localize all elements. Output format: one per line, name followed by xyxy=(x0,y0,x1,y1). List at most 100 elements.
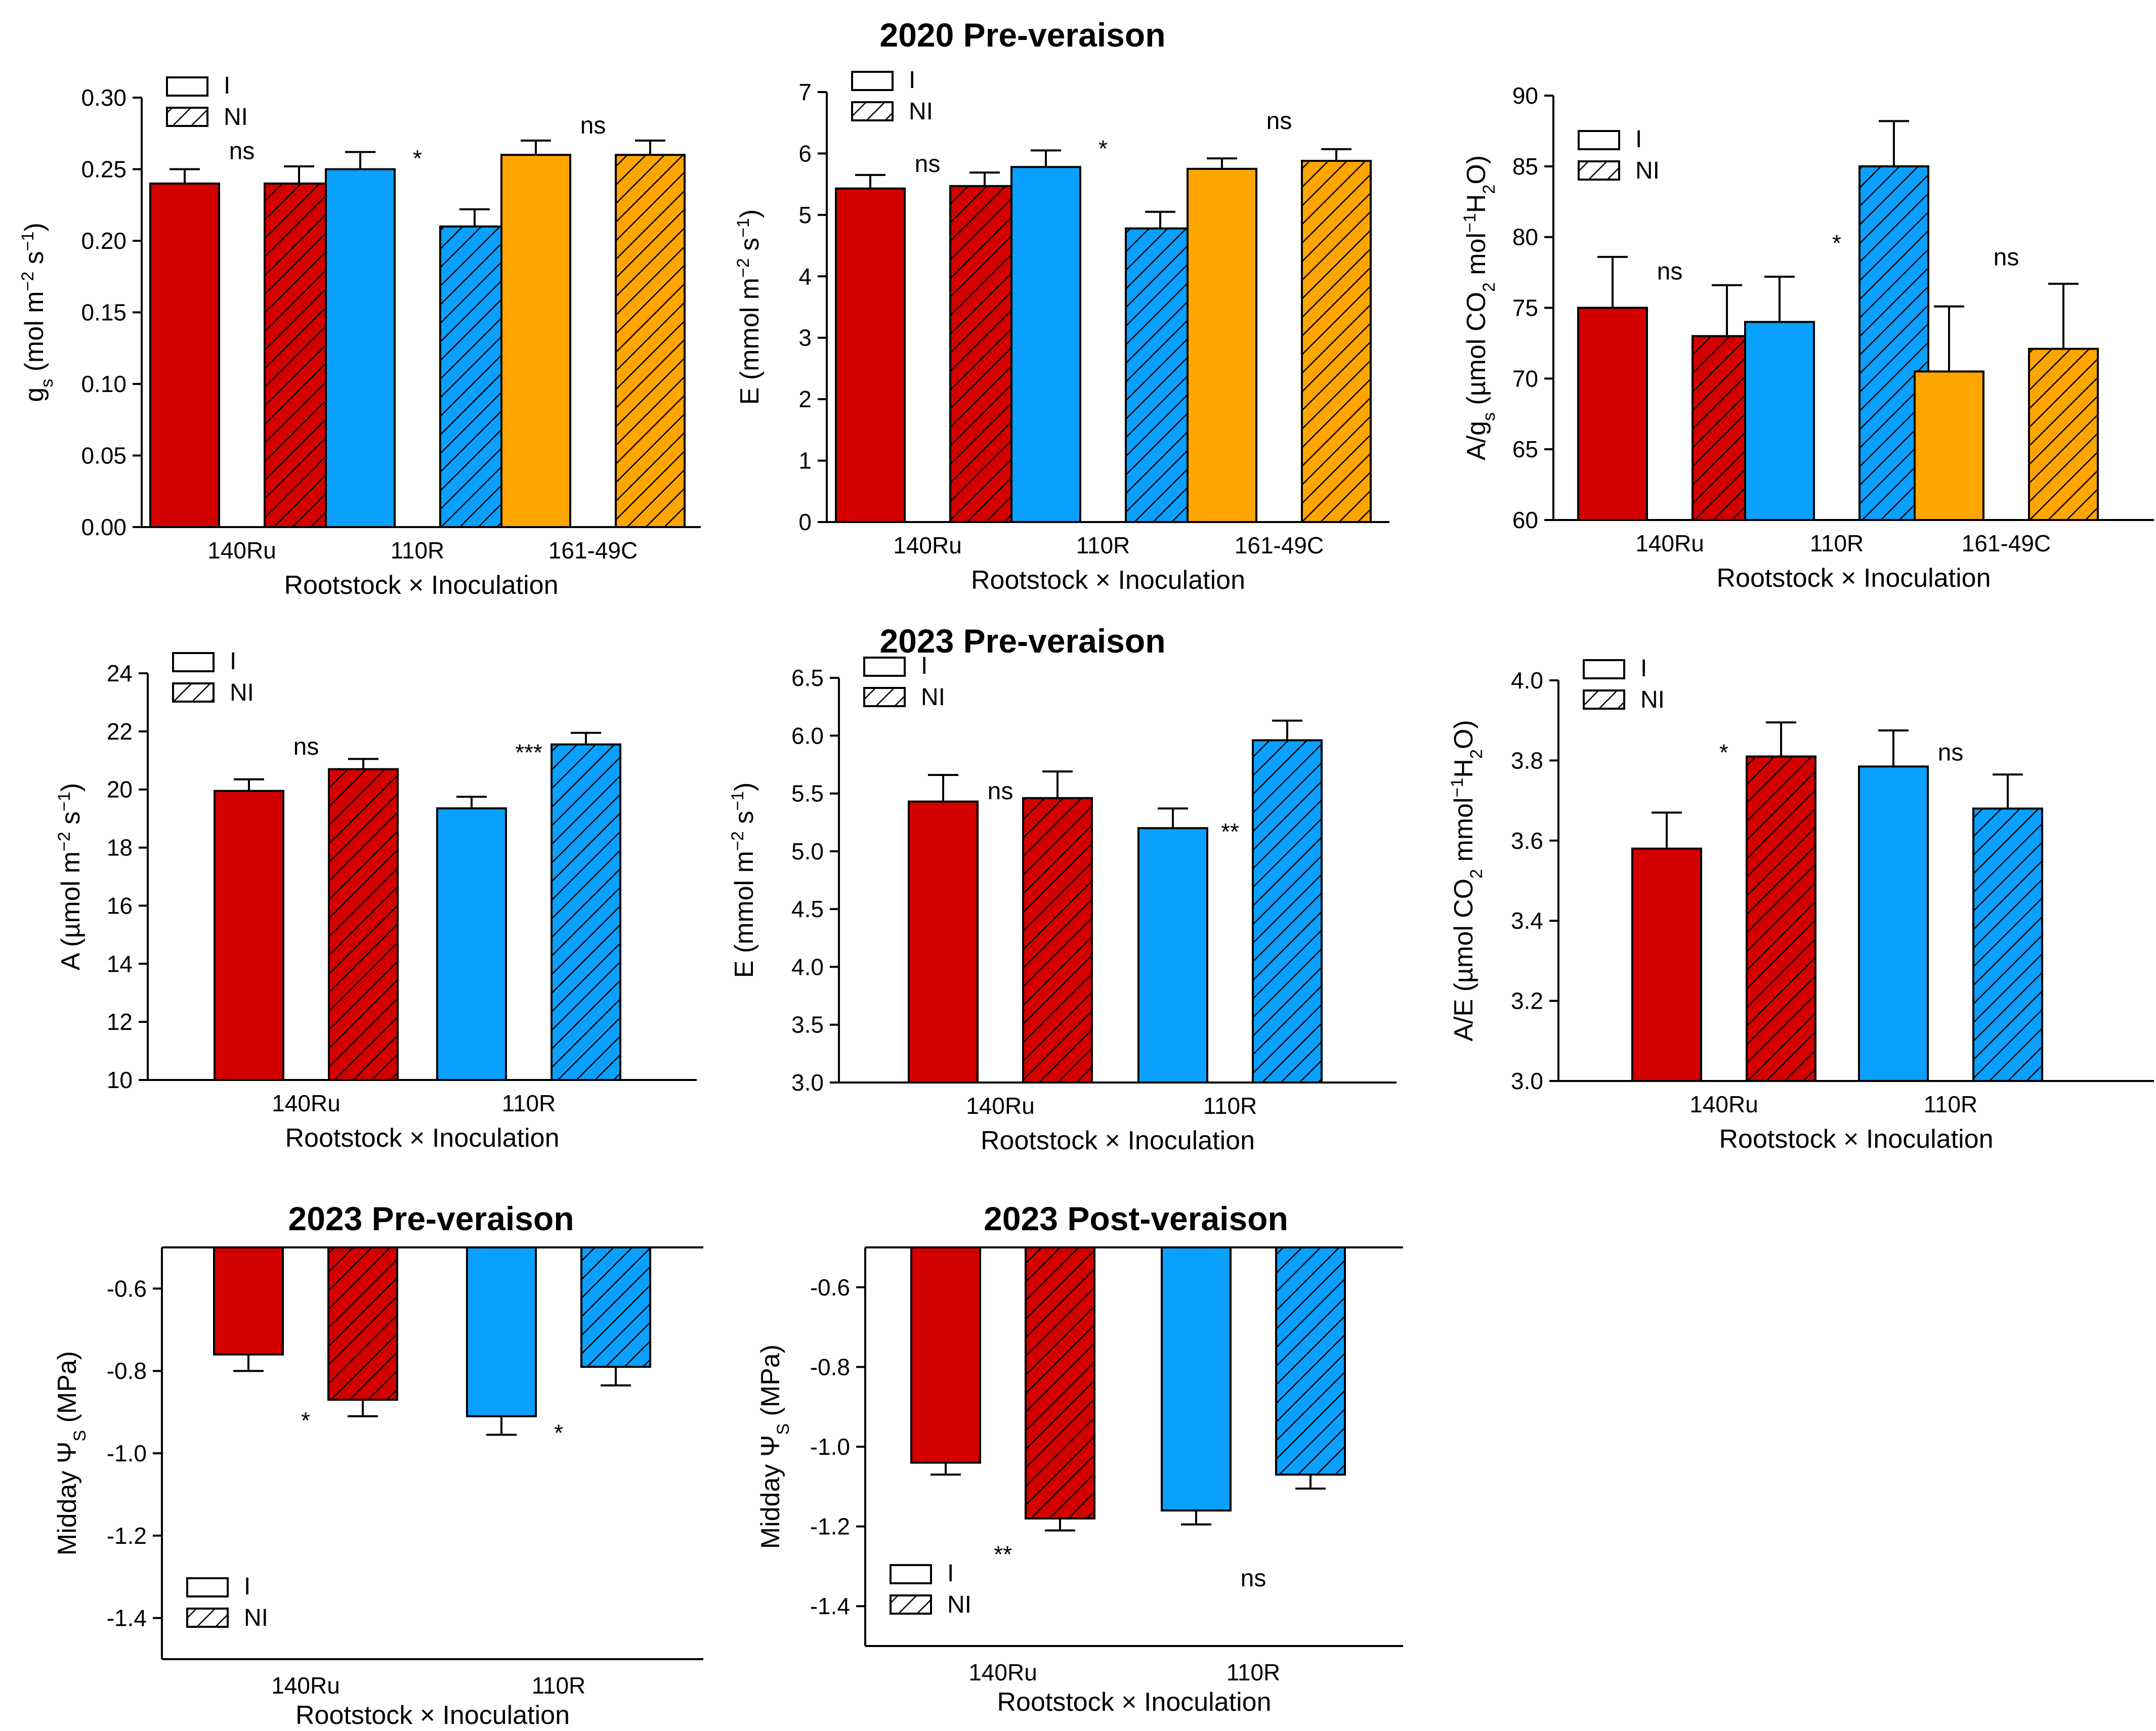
y-tick-label: 85 xyxy=(1512,153,1538,180)
y-tick-label: 5 xyxy=(798,202,812,228)
x-tick-label: 110R xyxy=(1076,532,1130,558)
legend-label-ni: NI xyxy=(244,1605,268,1631)
y-tick-label: 6 xyxy=(798,140,812,166)
y-tick-label: 3.5 xyxy=(791,1012,824,1038)
bar-140ru-i xyxy=(835,187,906,523)
significance-label: ns xyxy=(293,733,319,760)
bar-140ru-ni xyxy=(1025,1246,1095,1520)
legend-swatch-ni xyxy=(863,687,906,707)
y-tick-label: 3.4 xyxy=(1511,907,1543,934)
y-tick-label: 0.30 xyxy=(81,84,126,111)
bar-110r-ni xyxy=(1972,807,2043,1082)
chart-ags2020: 60 65 70 75 80 85 90 140Ru 110R 161-49C Rootstock … xyxy=(1460,82,2154,593)
y-tick-label: 0.15 xyxy=(81,299,126,326)
significance-label: ns xyxy=(580,112,606,139)
x-tick-label: 140Ru xyxy=(207,537,276,564)
significance-label: ns xyxy=(1657,258,1683,285)
y-tick-label: 4.0 xyxy=(791,954,824,980)
y-tick-label: 3.2 xyxy=(1511,988,1543,1014)
x-axis-label: Rootstock × Inoculation xyxy=(1717,564,1991,593)
y-axis-label: gs (mol m−2 s−1) xyxy=(18,223,57,402)
section-title-2023-pre-psi: 2023 Pre-veraison xyxy=(288,1200,574,1237)
bar-110r-i xyxy=(1161,1246,1232,1512)
x-tick-label: 140Ru xyxy=(966,1093,1035,1119)
x-tick-label: 140Ru xyxy=(968,1659,1037,1685)
x-tick-label: 110R xyxy=(532,1672,586,1699)
significance-label: * xyxy=(413,145,422,171)
significance-label: * xyxy=(1832,230,1841,256)
legend: I NI xyxy=(890,1560,971,1618)
y-axis-label: A/gs (µmol CO2 mol−1H2O) xyxy=(1460,155,1499,460)
y-tick-label: 4.0 xyxy=(1511,667,1543,694)
y-tick-label: 3.6 xyxy=(1511,828,1543,854)
chart-gs2020: 0.00 0.05 0.10 0.15 0.20 0.25 0.30 140Ru 110R 161… xyxy=(18,72,701,600)
y-axis-label: E (mmol m−2 s−1) xyxy=(728,783,759,978)
y-tick-label: 60 xyxy=(1512,507,1538,533)
legend-label-i: I xyxy=(947,1560,954,1587)
x-axis-label: Rootstock × Inoculation xyxy=(285,1123,560,1153)
legend-swatch-i xyxy=(1583,659,1625,679)
y-axis-label: A/E (µmol CO2 mmol−1H2O) xyxy=(1448,720,1486,1041)
significance-label: * xyxy=(301,1407,310,1434)
y-tick-label: 22 xyxy=(107,718,133,745)
legend: I NI xyxy=(172,648,254,706)
legend-label-i: I xyxy=(224,72,230,99)
x-tick-label: 161-49C xyxy=(1962,530,2051,556)
legend-swatch-ni xyxy=(890,1594,932,1615)
legend-swatch-ni xyxy=(186,1608,229,1628)
bar-161-49c-ni xyxy=(615,154,686,528)
bar-161-49c-ni xyxy=(2028,348,2099,521)
legend: I NI xyxy=(863,653,945,711)
legend-swatch-i xyxy=(186,1577,229,1597)
y-tick-label: 24 xyxy=(107,660,133,686)
bar-140ru-ni xyxy=(264,182,334,528)
y-tick-label: 65 xyxy=(1512,436,1538,462)
bar-140ru-i xyxy=(149,182,220,528)
legend-label-i: I xyxy=(909,67,915,94)
legend-swatch-ni xyxy=(1578,160,1620,181)
y-tick-label: 5.0 xyxy=(791,838,824,864)
y-axis-label: A (µmol m−2 s−1) xyxy=(55,783,86,970)
legend: I NI xyxy=(1583,655,1665,713)
chart-a2023: 10 12 14 16 18 20 22 24 140Ru 110R Rootstock × Ino… xyxy=(55,648,697,1153)
y-tick-label: -0.6 xyxy=(810,1274,850,1301)
legend-swatch-i xyxy=(851,71,894,91)
legend-label-ni: NI xyxy=(909,98,933,125)
significance-label: ns xyxy=(915,151,941,178)
x-tick-label: 110R xyxy=(391,537,445,564)
bar-110r-i xyxy=(1744,321,1815,521)
bar-110r-ni xyxy=(580,1246,651,1368)
legend-label-ni: NI xyxy=(921,684,945,711)
legend-swatch-ni xyxy=(166,107,208,127)
significance-label: * xyxy=(1719,739,1728,765)
significance-label: ns xyxy=(229,138,255,165)
y-tick-label: -1.4 xyxy=(810,1593,850,1619)
x-axis-label: Rootstock × Inoculation xyxy=(997,1687,1272,1717)
x-axis-label: Rootstock × Inoculation xyxy=(971,566,1245,595)
section-title-2020-pre: 2020 Pre-veraison xyxy=(879,16,1165,54)
legend-swatch-ni xyxy=(1583,689,1625,710)
legend-label-i: I xyxy=(921,653,927,679)
bar-110r-ni xyxy=(1125,227,1196,524)
y-tick-label: 3.0 xyxy=(1511,1068,1543,1094)
y-tick-label: 80 xyxy=(1512,224,1538,250)
y-tick-label: 4 xyxy=(798,263,812,289)
bar-110r-i xyxy=(1137,827,1208,1084)
y-axis-label: Midday ΨS (MPa) xyxy=(53,1351,90,1555)
significance-label: ** xyxy=(994,1541,1012,1568)
legend-swatch-ni xyxy=(172,682,215,703)
chart-e2020: 0 1 2 3 4 5 6 7 140Ru 110R 161-49C Rootstock × Inoc… xyxy=(734,67,1389,595)
x-tick-label: 161-49C xyxy=(548,537,638,564)
x-tick-label: 161-49C xyxy=(1235,532,1324,558)
legend-label-ni: NI xyxy=(947,1591,971,1618)
x-axis-label: Rootstock × Inoculation xyxy=(981,1126,1255,1155)
y-tick-label: 1 xyxy=(798,448,812,474)
legend: I NI xyxy=(166,72,248,131)
bar-140ru-i xyxy=(213,1246,284,1356)
legend-label-ni: NI xyxy=(1635,157,1660,184)
y-tick-label: -0.8 xyxy=(810,1354,850,1380)
y-tick-label: 4.5 xyxy=(791,896,824,922)
bar-110r-ni xyxy=(439,225,510,528)
y-tick-label: 75 xyxy=(1512,295,1538,321)
